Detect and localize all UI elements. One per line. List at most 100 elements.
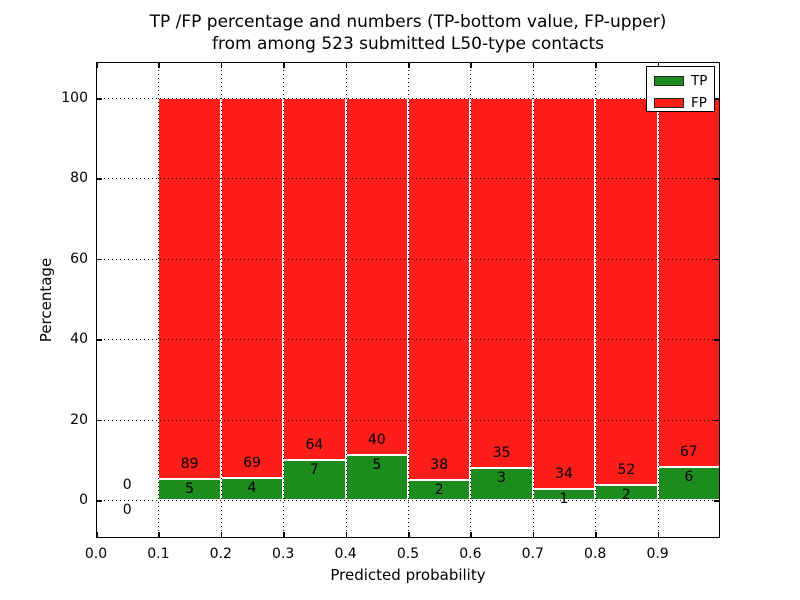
fp-bar-segment — [595, 98, 658, 486]
tp-count-label: 6 — [684, 468, 694, 485]
x-tick-label: 0.1 — [147, 546, 170, 562]
vertical-gridline — [220, 62, 222, 538]
vertical-gridline — [283, 62, 285, 538]
fp-bar-segment — [158, 98, 221, 479]
vertical-gridline — [657, 62, 659, 538]
fp-count-label: 69 — [243, 454, 261, 471]
tp-bar-segment — [345, 455, 408, 500]
x-tick-label: 0.7 — [521, 546, 544, 562]
x-tick-mark — [96, 532, 98, 538]
x-axis-label: Predicted probability — [330, 566, 486, 584]
x-tick-label: 0.0 — [84, 546, 108, 562]
x-tick-label: 0.2 — [209, 546, 232, 562]
y-tick-label: 20 — [70, 411, 88, 428]
x-tick-label: 0.6 — [459, 546, 482, 562]
fp-count-label: 34 — [555, 465, 573, 482]
fp-count-label: 52 — [617, 462, 636, 479]
tp-count-label: 2 — [621, 487, 631, 504]
y-tick-label: 40 — [70, 331, 88, 348]
chart-title-line1: TP /FP percentage and numbers (TP-bottom… — [149, 12, 667, 32]
x-tick-mark — [532, 532, 535, 538]
x-tick-mark — [657, 532, 660, 538]
y-tick-mark-right — [714, 419, 720, 422]
fp-count-label: 35 — [492, 445, 511, 462]
x-tick-mark — [220, 532, 223, 538]
fp-bar-segment — [657, 98, 720, 467]
x-tick-mark — [470, 532, 472, 538]
tp-bar-segment — [283, 460, 346, 500]
y-tick-label: 0 — [79, 492, 88, 508]
x-tick-mark-top — [470, 62, 472, 68]
chart-title: TP /FP percentage and numbers (TP-bottom… — [96, 11, 720, 55]
y-tick-mark-right — [714, 178, 720, 180]
vertical-gridline — [595, 62, 597, 538]
fp-bar-segment — [220, 98, 284, 478]
plot-area: TP FP 0 0 89 5 69 4 64 7 40 5 38 2 35 3 34 1 52 2 67 6 — [96, 62, 720, 538]
tp-count-label: 1 — [559, 490, 569, 507]
vertical-gridline — [158, 62, 160, 538]
fp-bar-segment — [408, 98, 471, 480]
legend-item-tp: TP — [647, 70, 714, 92]
tp-count-label: 5 — [372, 457, 382, 474]
tp-count-label: 2 — [434, 481, 444, 498]
x-tick-label: 0.8 — [584, 546, 607, 562]
legend: TP FP — [646, 66, 715, 112]
fp-bar-segment — [345, 98, 408, 456]
fp-bar-segment — [283, 98, 346, 461]
x-tick-mark-top — [532, 62, 535, 68]
y-tick-mark — [96, 258, 102, 261]
vertical-gridline — [408, 62, 409, 538]
tp-count-label: 7 — [309, 462, 319, 479]
legend-item-fp: FP — [647, 92, 714, 114]
x-tick-mark — [158, 532, 160, 538]
chart-title-line2: from among 523 submitted L50-type contac… — [212, 34, 604, 54]
x-tick-label: 0.3 — [272, 546, 295, 562]
x-tick-mark-top — [283, 62, 285, 68]
vertical-gridline — [345, 62, 347, 538]
y-tick-mark — [96, 98, 102, 100]
fp-count-label: 89 — [180, 455, 199, 472]
tp-count-label: 4 — [247, 479, 257, 496]
tp-count-label: 5 — [185, 480, 195, 497]
fp-count-label: 0 — [122, 477, 132, 493]
y-tick-mark — [96, 500, 102, 502]
tp-count-label: 0 — [122, 502, 132, 518]
y-tick-mark — [96, 419, 102, 422]
y-tick-label: 100 — [61, 90, 88, 107]
y-tick-mark-right — [714, 500, 720, 502]
legend-label-fp: FP — [691, 95, 707, 111]
tp-count-label: 3 — [497, 470, 507, 487]
legend-label-tp: TP — [691, 73, 708, 89]
fp-bar-segment — [532, 98, 596, 489]
x-tick-mark-top — [345, 62, 348, 68]
x-tick-mark-top — [220, 62, 223, 68]
fp-count-label: 40 — [367, 432, 386, 449]
x-tick-mark — [595, 532, 597, 538]
y-tick-label: 60 — [70, 250, 88, 267]
x-tick-mark-top — [408, 62, 410, 68]
tp-legend-swatch — [654, 76, 684, 86]
x-tick-mark — [283, 532, 285, 538]
fp-bar-segment — [470, 98, 533, 469]
x-tick-mark-top — [595, 62, 597, 68]
y-tick-mark-right — [714, 98, 720, 100]
fp-count-label: 64 — [305, 437, 324, 454]
y-tick-mark-right — [714, 258, 720, 261]
tp-bar-segment — [657, 466, 720, 500]
x-tick-label: 0.4 — [334, 546, 357, 562]
y-tick-mark-right — [714, 339, 720, 341]
y-tick-mark — [96, 339, 102, 341]
vertical-gridline — [532, 62, 534, 538]
fp-legend-swatch — [654, 98, 684, 108]
x-tick-label: 0.5 — [396, 546, 420, 562]
x-tick-mark-top — [657, 62, 660, 68]
fp-count-label: 38 — [430, 456, 449, 473]
x-tick-mark-top — [158, 62, 160, 68]
x-tick-mark-top — [96, 62, 98, 68]
fp-count-label: 67 — [679, 443, 698, 460]
x-tick-label: 0.9 — [646, 546, 669, 562]
vertical-gridline — [470, 62, 472, 538]
x-tick-mark — [345, 532, 348, 538]
y-tick-mark — [96, 178, 102, 180]
